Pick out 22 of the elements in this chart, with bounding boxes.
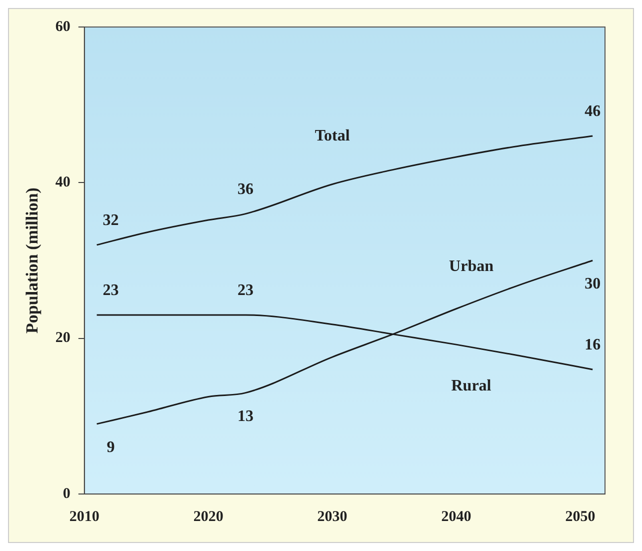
data-label: 46 [584, 103, 601, 120]
y-tick-label: 0 [62, 486, 70, 502]
series-label: Rural [451, 378, 492, 395]
data-label: 23 [102, 282, 119, 300]
text: Total [314, 127, 350, 144]
data-label: 9 [106, 439, 115, 456]
y-tick-label: 40 [55, 174, 70, 191]
data-label: 30 [584, 276, 601, 293]
x-tick-label: 2030 [317, 508, 348, 525]
x-tick-label: 2040 [441, 508, 472, 525]
data-label: 32 [102, 212, 119, 230]
series-label: Urban [449, 258, 494, 275]
y-tick-label: 20 [55, 330, 70, 346]
data-label: 16 [584, 336, 601, 354]
data-label: 13 [238, 408, 254, 425]
x-tick-label: 2050 [565, 508, 596, 525]
x-tick-label: 2010 [69, 508, 100, 525]
y-tick-label: 60 [55, 18, 70, 35]
data-label: 36 [238, 180, 254, 198]
x-tick-label: 2020 [193, 508, 224, 525]
data-label: 23 [238, 282, 254, 300]
y-axis-title: Population (million) [22, 188, 42, 334]
